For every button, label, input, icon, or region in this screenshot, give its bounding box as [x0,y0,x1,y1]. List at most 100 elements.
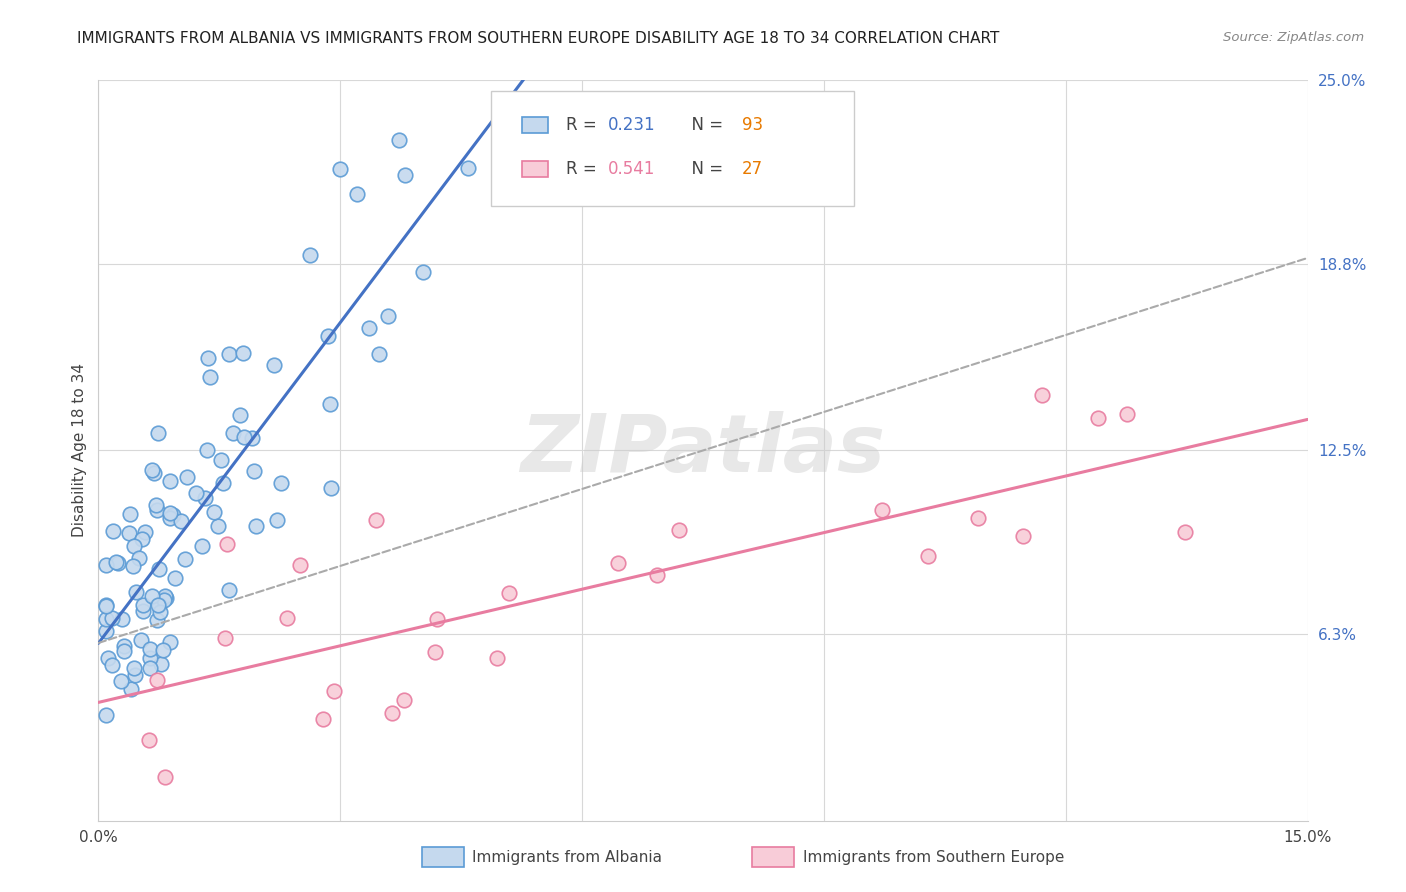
Point [159,475,181,489]
Point [169,514,191,528]
Point [165,571,187,585]
Point [162,508,184,523]
FancyBboxPatch shape [522,117,548,133]
Point [207,519,229,533]
Point [96,624,118,639]
Point [1087,411,1109,425]
Point [145,498,167,512]
Text: Source: ZipAtlas.com: Source: ZipAtlas.com [1223,31,1364,45]
Text: ZIPatlas: ZIPatlas [520,411,886,490]
Point [218,582,240,597]
Point [143,466,166,480]
FancyBboxPatch shape [492,91,855,206]
Point [218,347,240,361]
Point [276,611,298,625]
Text: Immigrants from Albania: Immigrants from Albania [472,850,662,864]
Point [155,589,177,603]
Point [159,511,181,525]
Point [319,397,342,411]
Point [322,684,344,698]
Point [498,586,520,600]
Point [229,408,252,422]
Point [149,605,172,619]
Point [485,651,508,665]
Point [176,470,198,484]
Point [112,639,135,653]
Point [122,661,145,675]
Y-axis label: Disability Age 18 to 34: Disability Age 18 to 34 [72,363,87,538]
Point [146,598,169,612]
Point [316,329,339,343]
Text: 27: 27 [742,161,763,178]
Text: R =: R = [567,161,602,178]
Point [870,503,893,517]
Point [148,562,170,576]
Point [232,346,254,360]
Point [132,603,155,617]
Point [122,540,145,554]
Point [606,556,628,570]
Point [153,770,176,784]
Point [214,632,236,646]
Point [118,526,141,541]
Point [134,525,156,540]
Point [159,506,181,520]
Point [197,351,219,366]
Point [1031,388,1053,402]
Text: N =: N = [682,161,728,178]
Point [211,476,233,491]
Point [1012,529,1035,543]
Point [101,610,124,624]
Point [120,681,142,696]
Point [155,591,177,606]
Point [202,505,225,519]
Point [101,657,124,672]
Text: R =: R = [567,116,602,134]
Point [107,556,129,570]
Point [184,486,207,500]
Point [319,481,342,495]
Text: 0.541: 0.541 [607,161,655,178]
Point [346,187,368,202]
Point [139,651,162,665]
Point [191,539,214,553]
Text: IMMIGRANTS FROM ALBANIA VS IMMIGRANTS FROM SOUTHERN EUROPE DISABILITY AGE 18 TO : IMMIGRANTS FROM ALBANIA VS IMMIGRANTS FR… [77,31,1000,46]
Point [967,511,990,525]
Point [148,599,170,613]
Point [96,612,118,626]
Point [112,644,135,658]
Point [129,632,152,647]
Text: 93: 93 [742,116,763,134]
Point [209,453,232,467]
Point [195,442,218,457]
Point [233,429,256,443]
Point [288,558,311,573]
Point [118,508,141,522]
Point [668,523,690,537]
Point [377,309,399,323]
Point [96,599,118,614]
Point [104,555,127,569]
Text: 0.231: 0.231 [607,116,655,134]
Point [139,661,162,675]
Point [96,558,118,572]
Point [97,651,120,665]
Point [1174,524,1197,539]
Point [146,426,169,441]
Text: N =: N = [682,116,728,134]
Point [312,712,335,726]
Point [359,321,381,335]
Point [366,513,388,527]
Point [388,132,411,146]
Text: Immigrants from Southern Europe: Immigrants from Southern Europe [803,850,1064,864]
Point [240,431,263,445]
Point [298,248,321,262]
Point [141,589,163,603]
Point [329,162,352,177]
Point [194,491,217,505]
Point [217,537,239,551]
Point [146,673,169,688]
Point [111,612,134,626]
Point [138,732,160,747]
Point [122,558,145,573]
